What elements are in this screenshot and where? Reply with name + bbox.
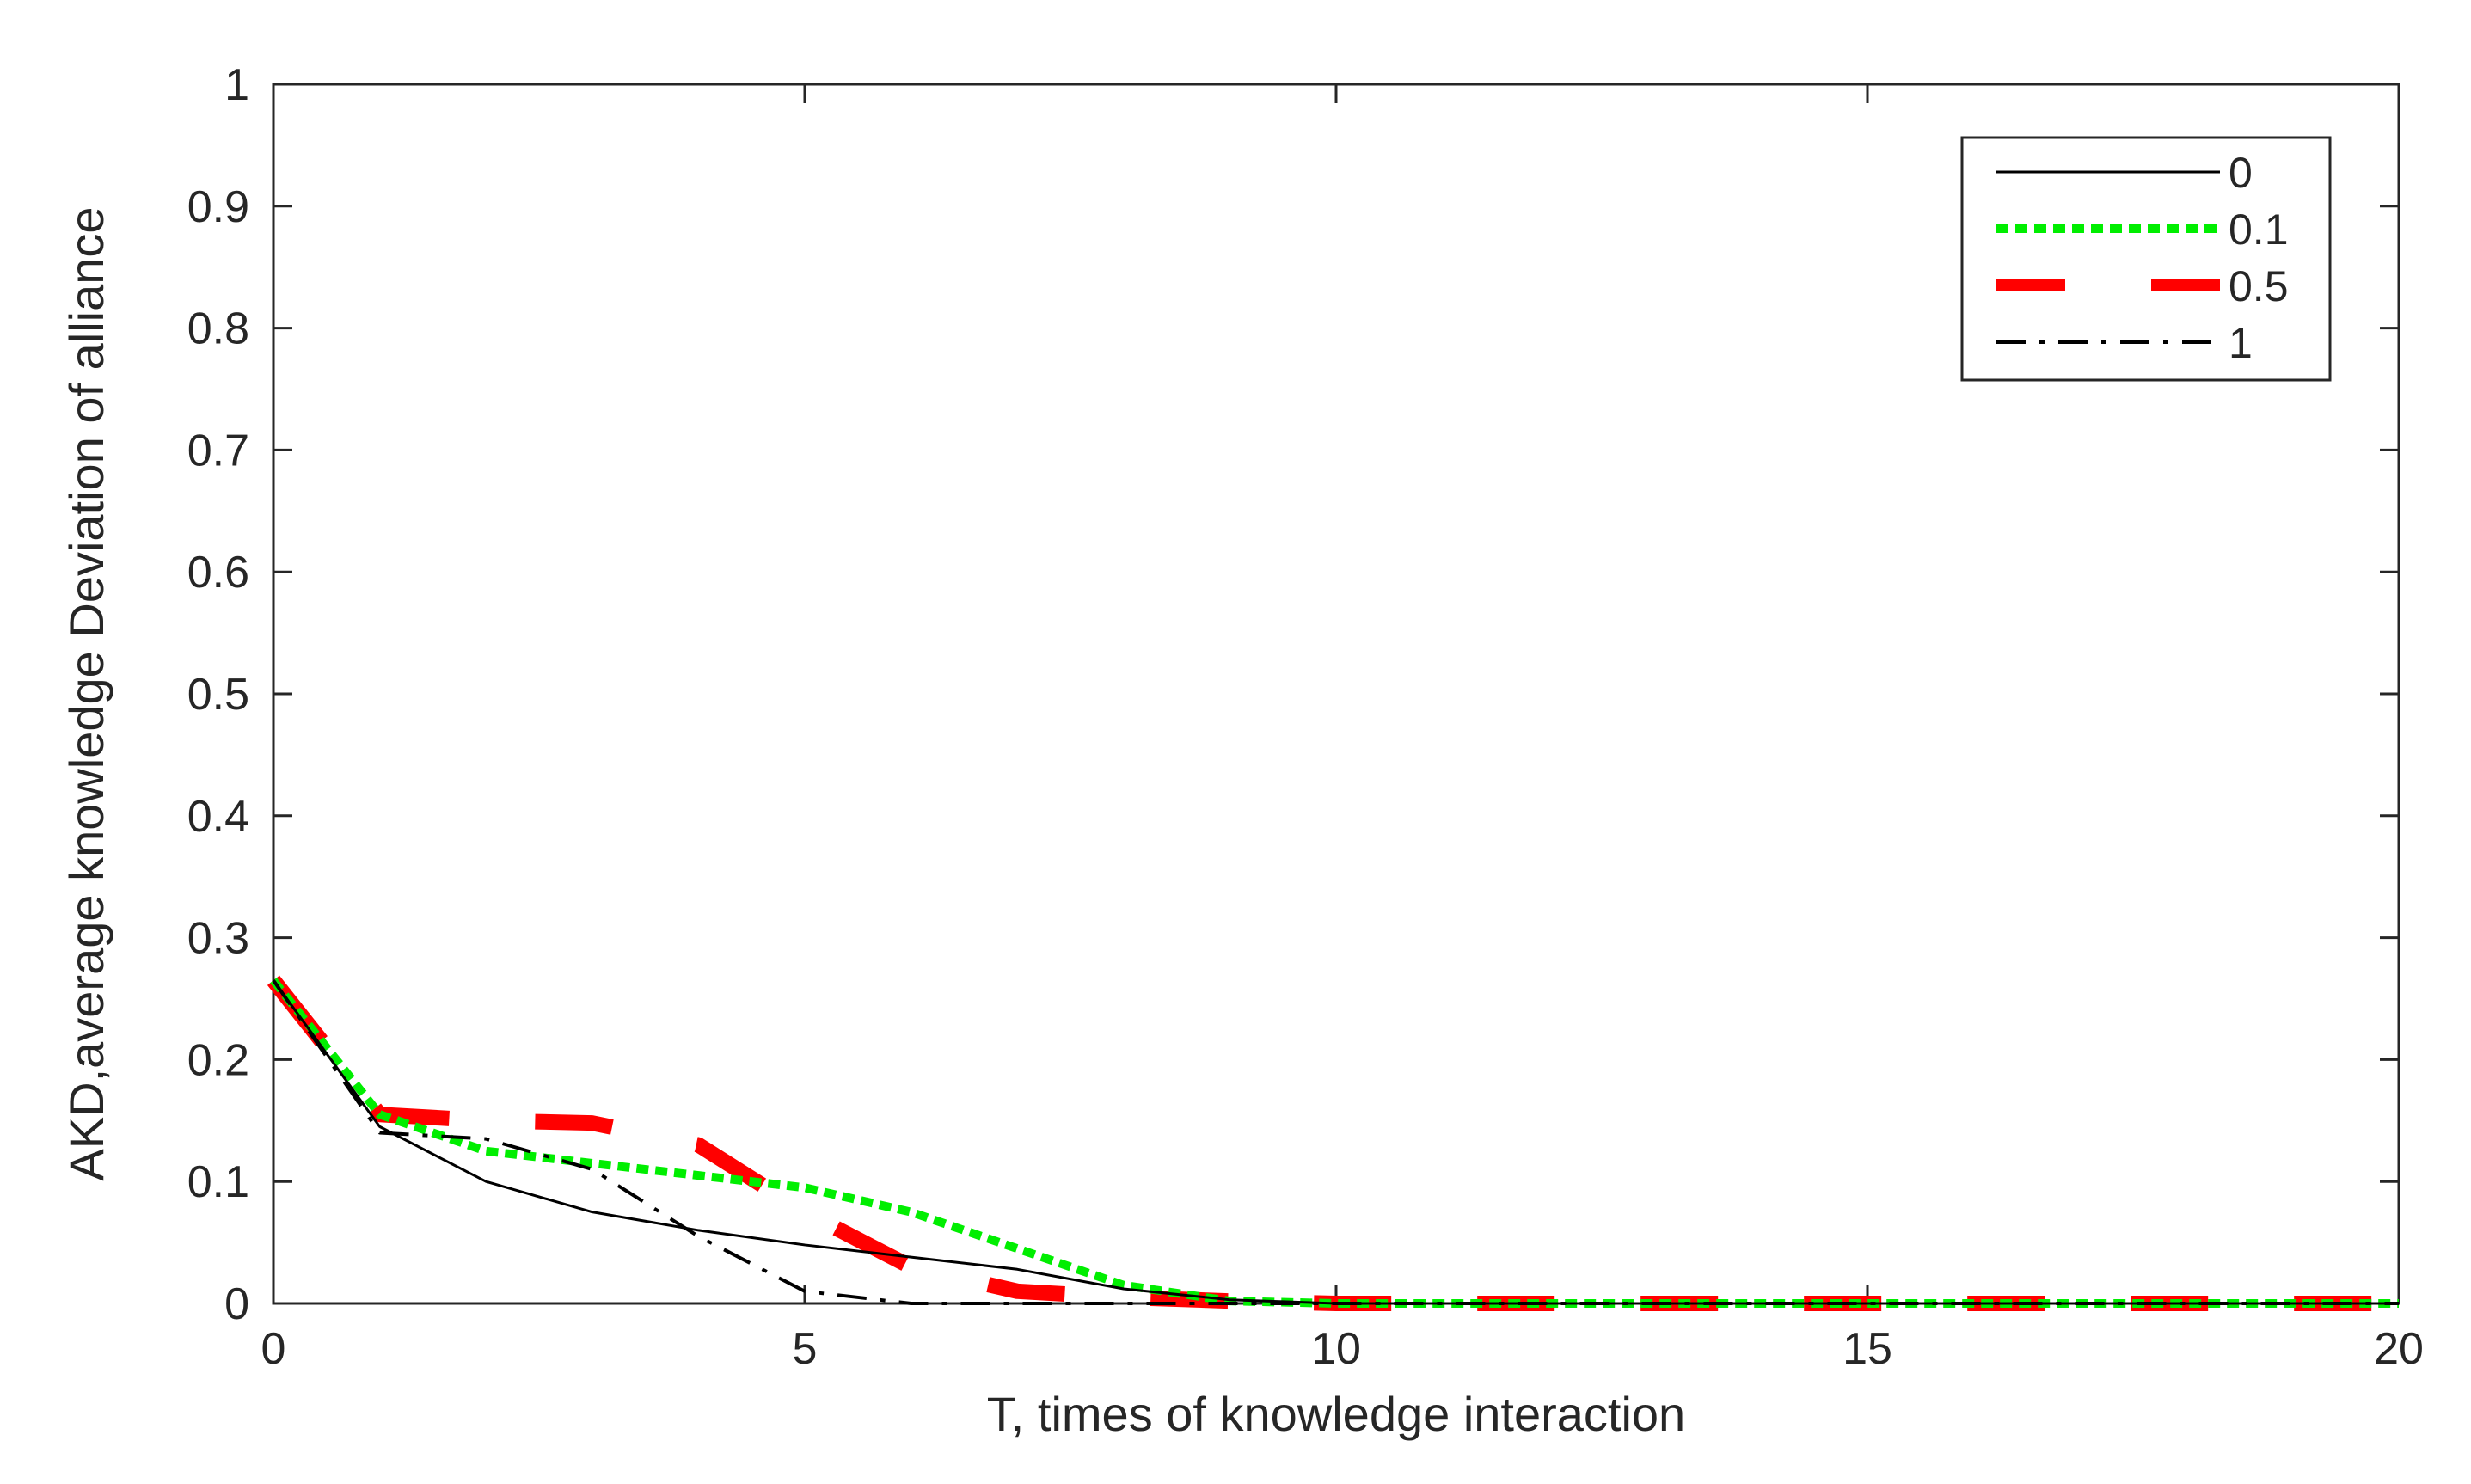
legend-label: 0 [2229,149,2253,197]
x-tick-label: 10 [1311,1324,1361,1374]
x-tick-label: 15 [1843,1324,1892,1374]
x-tick-label: 0 [261,1324,286,1374]
y-tick-label: 0.3 [187,914,249,964]
y-tick-label: 0.1 [187,1157,249,1207]
legend-label: 0.1 [2229,205,2289,254]
y-axis-title: AKD,average knowledge Deviation of allia… [59,206,113,1180]
x-tick-label: 20 [2374,1324,2424,1374]
y-tick-label: 0.5 [187,670,249,720]
x-axis-title: T, times of knowledge interaction [987,1387,1685,1441]
y-tick-label: 1 [224,60,249,110]
y-tick-label: 0.6 [187,548,249,598]
series-line-1 [272,979,2399,1305]
y-tick-label: 0.8 [187,304,249,354]
legend-box [1960,136,2332,382]
legend-label: 0.5 [2229,262,2289,310]
y-tick-label: 0.7 [187,426,249,475]
data-series [267,975,2399,1311]
legend-label: 1 [2229,319,2253,367]
legend: 0 0.1 0.5 1 [1960,136,2332,382]
y-tick-label: 0.2 [187,1035,249,1085]
x-tick-label: 5 [793,1324,818,1374]
y-tick-label: 0 [224,1279,249,1329]
y-tick-label: 0.4 [187,792,249,842]
y-tick-label: 0.9 [187,182,249,232]
